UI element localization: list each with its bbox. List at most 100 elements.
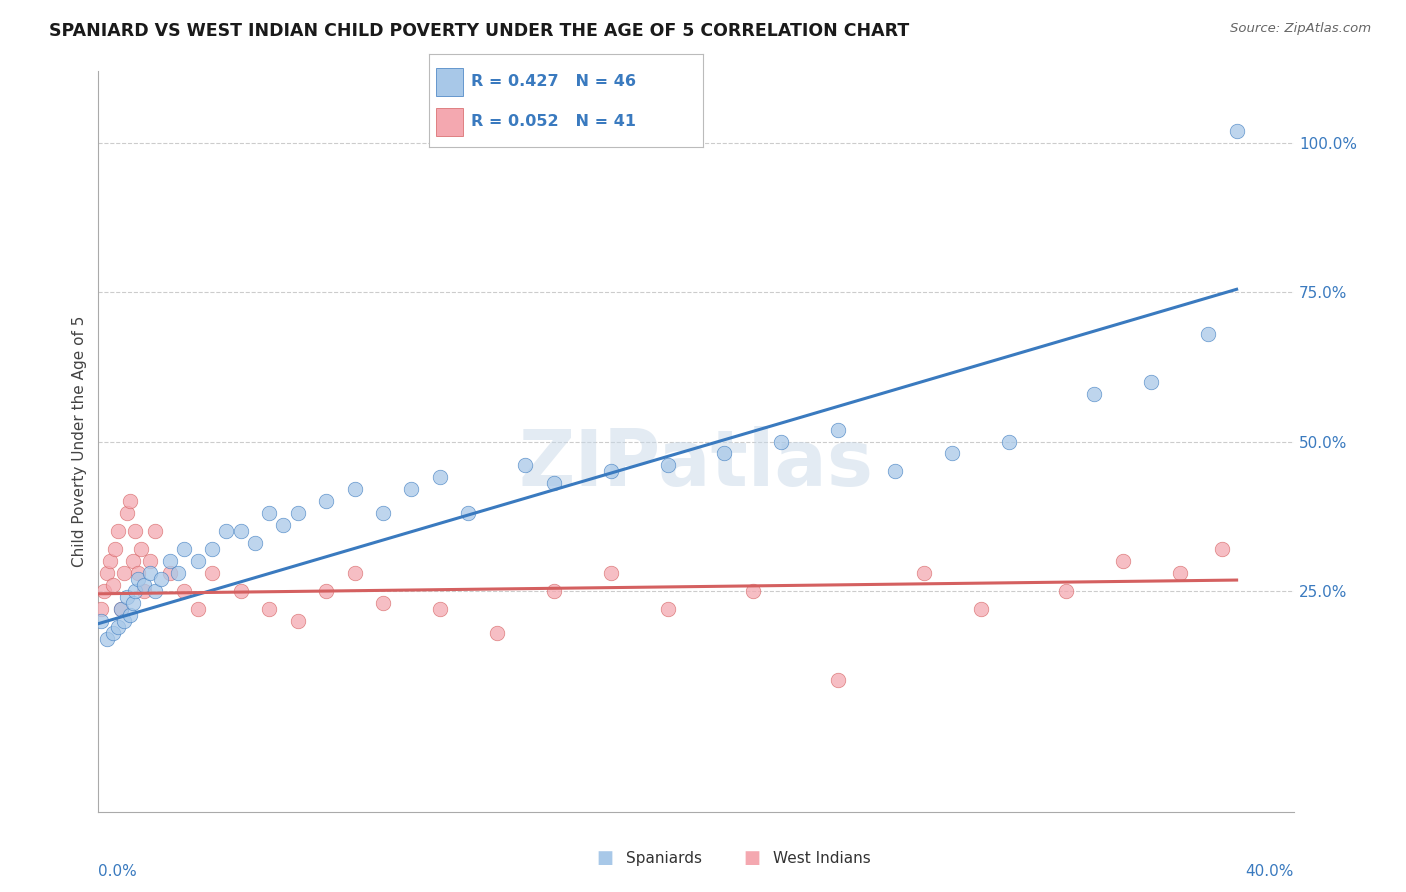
Point <box>96 632 118 646</box>
Point <box>515 458 537 473</box>
Point <box>1112 554 1135 568</box>
Point <box>215 524 238 538</box>
Point <box>90 601 112 615</box>
Point <box>401 483 423 497</box>
Point <box>159 554 181 568</box>
Text: 0.0%: 0.0% <box>98 863 138 879</box>
Point <box>1168 566 1191 580</box>
Point <box>343 483 366 497</box>
Point <box>101 578 124 592</box>
Point <box>770 434 793 449</box>
Point <box>138 554 160 568</box>
Point <box>159 566 181 580</box>
Point <box>343 566 366 580</box>
Point <box>599 464 621 478</box>
Point <box>485 625 508 640</box>
Bar <box>436 68 463 95</box>
Point <box>371 506 394 520</box>
Point <box>112 614 135 628</box>
Point <box>115 506 138 520</box>
Y-axis label: Child Poverty Under the Age of 5: Child Poverty Under the Age of 5 <box>72 316 87 567</box>
Point <box>110 601 132 615</box>
Point <box>187 601 209 615</box>
Point <box>827 423 849 437</box>
Point <box>287 506 309 520</box>
Point <box>110 601 132 615</box>
Point <box>257 601 280 615</box>
Point <box>138 566 160 580</box>
Point <box>167 566 190 580</box>
Point <box>741 583 763 598</box>
Point <box>315 583 337 598</box>
Point <box>657 601 679 615</box>
Point <box>127 566 149 580</box>
Point <box>96 566 118 580</box>
Point <box>107 620 129 634</box>
Point <box>884 464 907 478</box>
Point <box>121 554 143 568</box>
Point <box>1140 375 1163 389</box>
Text: ■: ■ <box>744 849 761 867</box>
Point <box>104 541 127 556</box>
Point <box>229 583 252 598</box>
Point <box>118 607 141 622</box>
Text: SPANIARD VS WEST INDIAN CHILD POVERTY UNDER THE AGE OF 5 CORRELATION CHART: SPANIARD VS WEST INDIAN CHILD POVERTY UN… <box>49 22 910 40</box>
Point <box>827 673 849 688</box>
Point <box>187 554 209 568</box>
Point <box>1054 583 1077 598</box>
Point <box>1226 124 1249 138</box>
Text: Spaniards: Spaniards <box>626 851 702 865</box>
Point <box>243 536 266 550</box>
Point <box>90 614 112 628</box>
Point <box>599 566 621 580</box>
Point <box>429 601 451 615</box>
Point <box>98 554 121 568</box>
Point <box>998 434 1021 449</box>
Text: ■: ■ <box>596 849 613 867</box>
Point <box>543 583 565 598</box>
Point <box>315 494 337 508</box>
Point <box>713 446 735 460</box>
Point <box>1083 386 1105 401</box>
Point <box>132 583 155 598</box>
Point <box>127 572 149 586</box>
Point <box>124 524 146 538</box>
Point <box>1211 541 1233 556</box>
Point <box>118 494 141 508</box>
Point <box>173 583 195 598</box>
Point <box>257 506 280 520</box>
Bar <box>436 108 463 136</box>
Point <box>143 583 166 598</box>
Point <box>371 596 394 610</box>
Text: R = 0.427   N = 46: R = 0.427 N = 46 <box>471 74 637 89</box>
Point <box>429 470 451 484</box>
Point <box>1197 327 1219 342</box>
Point <box>457 506 479 520</box>
Point <box>129 541 152 556</box>
Point <box>201 566 224 580</box>
Point <box>969 601 991 615</box>
Text: R = 0.052   N = 41: R = 0.052 N = 41 <box>471 114 637 129</box>
Point <box>112 566 135 580</box>
Point <box>101 625 124 640</box>
Point <box>132 578 155 592</box>
Point <box>107 524 129 538</box>
Text: ZIPatlas: ZIPatlas <box>519 425 873 502</box>
Point <box>287 614 309 628</box>
Text: 40.0%: 40.0% <box>1246 863 1294 879</box>
Point <box>143 524 166 538</box>
Point <box>115 590 138 604</box>
Point <box>124 583 146 598</box>
Point <box>121 596 143 610</box>
Point <box>201 541 224 556</box>
Point <box>657 458 679 473</box>
Point <box>273 518 295 533</box>
Point <box>93 583 115 598</box>
Point <box>150 572 173 586</box>
Point <box>229 524 252 538</box>
Text: Source: ZipAtlas.com: Source: ZipAtlas.com <box>1230 22 1371 36</box>
Point <box>941 446 963 460</box>
Point <box>543 476 565 491</box>
Point <box>912 566 935 580</box>
Point <box>173 541 195 556</box>
